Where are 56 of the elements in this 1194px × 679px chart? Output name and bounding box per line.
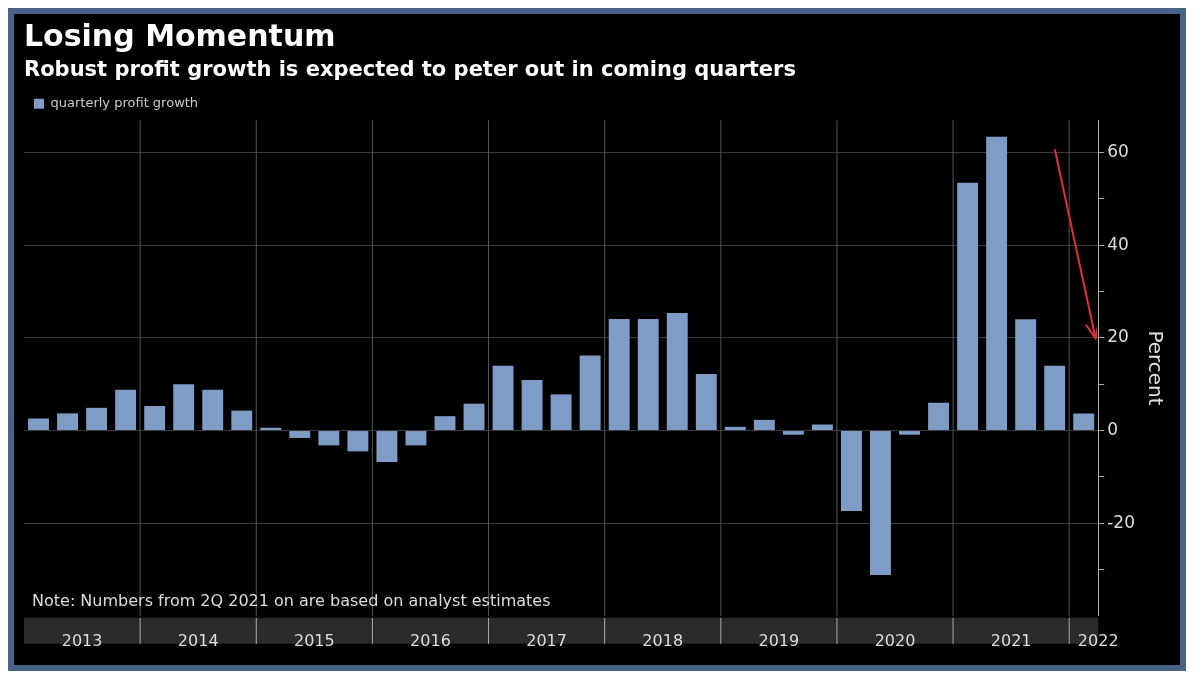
bar bbox=[550, 394, 572, 431]
bar bbox=[899, 431, 920, 435]
bar bbox=[57, 413, 78, 431]
x-tick-label: 2018 bbox=[642, 630, 684, 650]
bar bbox=[231, 410, 253, 431]
y-tick-label: 60 bbox=[1107, 141, 1129, 162]
bar bbox=[986, 136, 1008, 431]
bar bbox=[782, 431, 804, 435]
bar bbox=[347, 431, 369, 452]
bar bbox=[434, 416, 456, 431]
x-tick-label: 2014 bbox=[177, 630, 219, 650]
bar bbox=[928, 402, 949, 431]
y-tick-label: 20 bbox=[1107, 326, 1129, 347]
bar bbox=[841, 431, 862, 512]
y-tick-label: -20 bbox=[1107, 511, 1136, 532]
x-tick-label: 2015 bbox=[293, 630, 335, 650]
bar bbox=[405, 431, 427, 446]
bar bbox=[318, 431, 340, 446]
bar bbox=[695, 374, 717, 431]
bar bbox=[376, 431, 398, 463]
bar bbox=[86, 407, 108, 431]
x-tick-label: 2021 bbox=[990, 630, 1032, 650]
bar bbox=[811, 424, 833, 431]
bar bbox=[463, 403, 485, 431]
bar bbox=[521, 380, 543, 431]
bar bbox=[870, 431, 891, 576]
bar bbox=[1015, 319, 1037, 431]
x-tick-label: 2019 bbox=[758, 630, 800, 650]
chart-subtitle: Robust profit growth is expected to peter out in coming quarters bbox=[24, 57, 796, 82]
bar bbox=[1044, 365, 1066, 431]
x-tick-label: 2017 bbox=[526, 630, 567, 650]
annotation: Note: Numbers from 2Q 2021 on are based on analyst estimates bbox=[32, 590, 551, 610]
bar bbox=[28, 418, 49, 431]
bar bbox=[1073, 413, 1095, 431]
x-tick-label: 2016 bbox=[410, 630, 451, 650]
y-axis-title: Percent bbox=[1143, 330, 1168, 406]
y-tick-label: 40 bbox=[1107, 233, 1129, 254]
bar bbox=[115, 389, 137, 431]
bar bbox=[579, 355, 601, 431]
bar bbox=[637, 318, 659, 431]
bar bbox=[492, 365, 514, 431]
bar bbox=[173, 384, 195, 431]
bar bbox=[957, 182, 979, 431]
chart-title: Losing Momentum bbox=[24, 17, 336, 53]
legend-label: quarterly profit growth bbox=[50, 95, 199, 111]
x-tick-label: 2020 bbox=[874, 630, 916, 650]
x-tick-label: 2013 bbox=[61, 630, 103, 650]
bar bbox=[289, 431, 311, 438]
bar bbox=[666, 312, 688, 431]
y-tick-label: 0 bbox=[1107, 418, 1119, 439]
x-tick-label: 2022 bbox=[1077, 630, 1119, 650]
bar bbox=[144, 405, 166, 431]
bar bbox=[608, 318, 630, 431]
bar bbox=[724, 426, 746, 431]
bar bbox=[202, 389, 224, 431]
bar bbox=[753, 419, 775, 431]
